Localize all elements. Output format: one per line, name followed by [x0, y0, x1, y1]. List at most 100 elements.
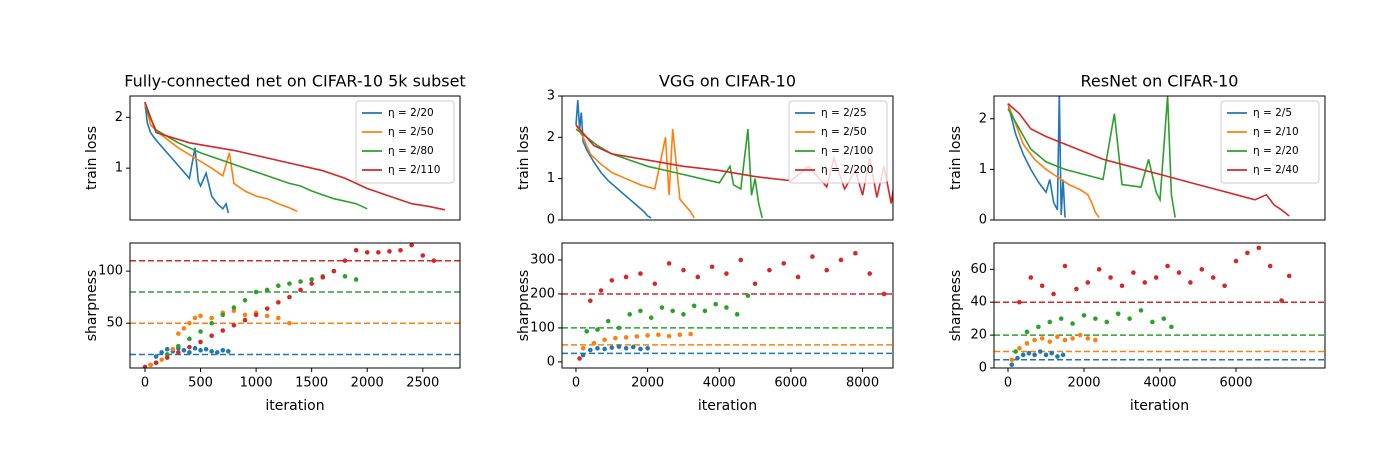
sharpness-point [1279, 298, 1284, 303]
sharpness-point [609, 345, 615, 350]
sharpness-point [287, 281, 292, 286]
y-axis-label: sharpness [516, 270, 532, 341]
sharpness-point [1009, 357, 1015, 363]
sharpness-point [598, 288, 604, 293]
y-tick-label: 3 [547, 89, 555, 104]
y-tick-label: 20 [970, 328, 987, 343]
sharpness-point [709, 264, 715, 270]
sharpness-point [387, 249, 392, 254]
sharpness-point [1020, 352, 1026, 358]
axes-frame [993, 95, 1326, 221]
loss-line [575, 124, 695, 219]
sharpness-point [645, 333, 650, 338]
sharpness-point [1108, 275, 1113, 280]
panel-title: Fully-connected net on CIFAR-10 5k subse… [124, 72, 465, 91]
sharpness-point [1138, 308, 1144, 313]
y-tick-label: 2 [979, 111, 987, 126]
sharpness-point [1062, 263, 1068, 269]
sharpness-point [1024, 341, 1030, 346]
sharpness-point [666, 333, 672, 339]
y-axis-label: sharpness [84, 270, 100, 341]
sharpness-point [1153, 275, 1159, 280]
sharpness-point [242, 312, 248, 318]
sharpness-point [623, 335, 629, 340]
sharpness-point [187, 336, 192, 342]
sharpness-point [1267, 263, 1273, 269]
sharpness-point [724, 305, 729, 310]
sharpness-point [1049, 350, 1054, 356]
sharpness-point [342, 258, 348, 264]
axes-frame [993, 242, 1326, 369]
sharpness-point [1070, 336, 1075, 341]
sharpness-point [638, 308, 643, 314]
sharpness-point [1081, 313, 1087, 318]
panel: Fully-connected net on CIFAR-10 5k subse… [84, 72, 466, 221]
sharpness-point [881, 291, 887, 297]
sharpness-point [220, 328, 226, 333]
legend-box [788, 100, 888, 184]
sharpness-point [342, 274, 348, 279]
sharpness-point [1039, 283, 1045, 289]
plot-area [994, 245, 1325, 368]
loss-line [1007, 96, 1066, 218]
sharpness-point [226, 349, 231, 354]
legend-label: η = 2/20 [1253, 145, 1299, 157]
loss-line [1007, 96, 1176, 218]
sharpness-point [1077, 332, 1083, 338]
sharpness-point [198, 339, 203, 345]
y-tick-label: 200 [530, 286, 555, 301]
sharpness-point [253, 289, 259, 295]
sharpness-point [616, 325, 622, 331]
loss-line [1007, 103, 1290, 217]
sharpness-point [1161, 316, 1167, 321]
legend: η = 2/20 η = 2/50 η = 2/80 η = 2/110 [355, 100, 455, 184]
sharpness-point [264, 313, 270, 319]
x-tick-label: 4000 [703, 376, 736, 391]
panel: sharpness iteration 0 100 200 300 0 2000 4000 600… [516, 242, 894, 414]
x-tick-label: 8000 [846, 376, 879, 391]
sharpness-point [577, 356, 582, 361]
sharpness-point [1115, 311, 1121, 317]
sharpness-point [1055, 334, 1060, 340]
y-tick-label: 1 [547, 171, 555, 186]
sharpness-point [1015, 355, 1020, 361]
loss-line [144, 102, 230, 214]
panel-title: VGG on CIFAR-10 [659, 72, 796, 91]
sharpness-point [1131, 270, 1136, 275]
sharpness-point [670, 308, 675, 314]
sharpness-point [1074, 286, 1079, 292]
y-tick-label: 100 [98, 264, 123, 279]
sharpness-point [1104, 319, 1110, 325]
sharpness-point [1039, 336, 1045, 341]
sharpness-point [1188, 280, 1193, 285]
sharpness-point [153, 360, 159, 366]
legend-label: η = 2/50 [388, 126, 434, 138]
loss-line [1007, 103, 1100, 218]
sharpness-point [1142, 280, 1148, 285]
sharpness-point [214, 350, 220, 355]
loss-line [575, 100, 652, 219]
sharpness-point [781, 261, 787, 266]
y-axis-label: train loss [516, 126, 532, 190]
sharpness-point [1055, 354, 1060, 359]
sharpness-point [1032, 352, 1037, 358]
y-tick-label: 100 [530, 320, 555, 335]
y-axis-label: train loss [948, 126, 964, 190]
sharpness-point [713, 301, 718, 307]
sharpness-point [1085, 280, 1091, 285]
legend-label: η = 2/20 [388, 107, 434, 119]
sharpness-point [627, 312, 633, 317]
x-tick-label: 1000 [240, 376, 273, 391]
sharpness-point [353, 277, 359, 282]
x-tick-label: 0 [141, 376, 149, 391]
sharpness-point [702, 308, 708, 314]
y-tick-label: 40 [970, 295, 987, 310]
sharpness-point [420, 253, 426, 258]
x-axis-label: iteration [1130, 398, 1189, 414]
sharpness-point [1169, 324, 1174, 330]
sharpness-point [181, 326, 187, 331]
sharpness-point [1096, 267, 1102, 272]
sharpness-point [623, 345, 629, 351]
sharpness-point [638, 271, 643, 276]
sharpness-point [591, 340, 597, 346]
